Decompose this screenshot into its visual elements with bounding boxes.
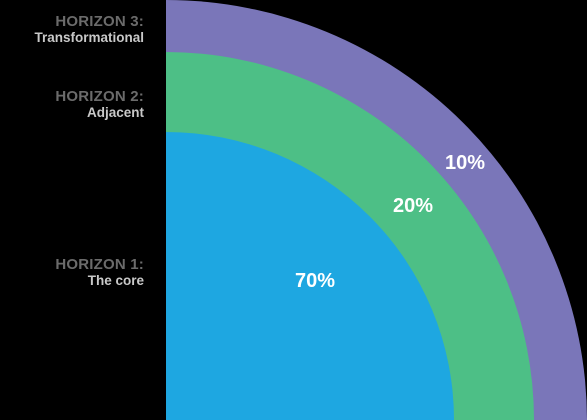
horizon-3-percent: 10%: [445, 152, 485, 174]
horizon-1-core: [166, 132, 454, 420]
horizon-2-percent: 20%: [393, 195, 433, 217]
horizon-2-subtitle: Adjacent: [86, 105, 144, 121]
horizon-1-label: HORIZON 1: The core: [55, 256, 144, 289]
horizon-2-label: HORIZON 2: Adjacent: [55, 88, 144, 121]
horizon-1-title: HORIZON 1:: [55, 256, 144, 273]
horizon-2-title: HORIZON 2:: [55, 88, 144, 105]
horizon-3-subtitle: Transformational: [34, 30, 144, 46]
horizon-1-subtitle: The core: [87, 273, 144, 289]
horizon-3-title: HORIZON 3:: [55, 13, 144, 30]
horizon-3-label: HORIZON 3: Transformational: [34, 13, 144, 46]
horizon-1-percent: 70%: [295, 270, 335, 292]
